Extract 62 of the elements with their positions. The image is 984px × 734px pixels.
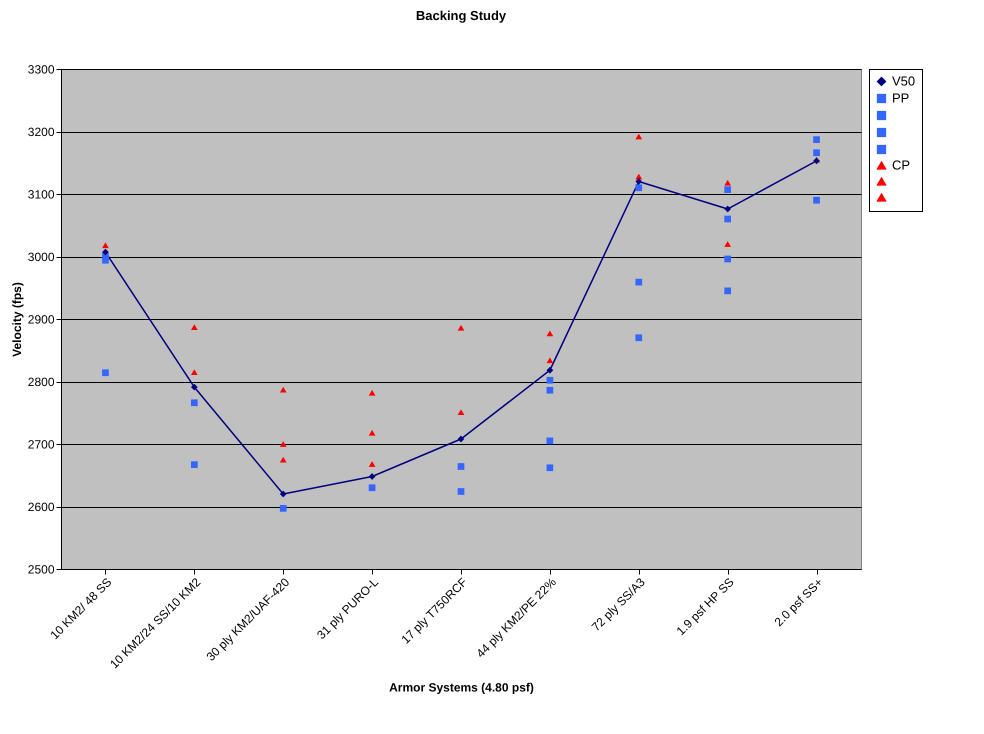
point bbox=[280, 441, 287, 447]
point bbox=[635, 134, 642, 140]
point bbox=[280, 456, 287, 463]
point bbox=[724, 180, 732, 186]
legend-label: PP bbox=[892, 90, 910, 106]
point bbox=[813, 149, 820, 156]
point bbox=[190, 324, 198, 330]
y-axis-title: Velocity (fps) bbox=[10, 282, 24, 357]
point bbox=[813, 196, 820, 204]
point bbox=[280, 490, 287, 498]
point bbox=[102, 242, 109, 248]
point bbox=[635, 184, 642, 192]
point bbox=[190, 399, 198, 406]
legend-label: CP bbox=[892, 158, 910, 172]
point bbox=[546, 386, 554, 394]
point bbox=[546, 464, 554, 472]
point bbox=[635, 334, 642, 342]
x-axis-title: Armor Systems (4.80 psf) bbox=[389, 680, 534, 695]
y-tick-label: 3100 bbox=[28, 188, 55, 202]
point bbox=[458, 463, 464, 470]
point bbox=[458, 488, 464, 495]
point bbox=[458, 409, 464, 416]
point bbox=[368, 461, 376, 467]
point bbox=[368, 484, 376, 492]
point bbox=[724, 288, 732, 294]
y-tick-label: 2500 bbox=[28, 562, 55, 576]
y-tick-label: 3200 bbox=[28, 125, 55, 139]
point bbox=[102, 248, 109, 256]
point bbox=[724, 186, 732, 193]
y-tick-label: 2900 bbox=[28, 312, 55, 326]
y-tick-label: 2800 bbox=[28, 375, 55, 389]
point bbox=[546, 366, 554, 374]
point bbox=[280, 386, 287, 393]
point bbox=[724, 206, 732, 212]
point bbox=[368, 473, 376, 480]
x-tick-label: 1.9 psf HP SS bbox=[674, 575, 737, 638]
point bbox=[368, 390, 376, 396]
point bbox=[635, 178, 642, 185]
y-tick-label: 3000 bbox=[28, 250, 55, 264]
point bbox=[724, 256, 732, 262]
point bbox=[813, 136, 820, 143]
point bbox=[724, 216, 732, 222]
point bbox=[102, 369, 109, 376]
point bbox=[546, 376, 554, 384]
y-tick-label: 3300 bbox=[28, 62, 55, 76]
point bbox=[190, 369, 198, 376]
point bbox=[724, 241, 732, 247]
point bbox=[635, 278, 642, 286]
point bbox=[458, 324, 464, 331]
point bbox=[546, 330, 554, 336]
y-tick-label: 2700 bbox=[28, 438, 55, 452]
chart-title: Backing Study bbox=[416, 8, 507, 23]
point bbox=[190, 461, 198, 468]
point bbox=[458, 436, 464, 442]
point bbox=[368, 430, 376, 436]
point bbox=[280, 505, 287, 512]
point bbox=[546, 357, 554, 364]
y-tick-label: 2600 bbox=[28, 500, 55, 514]
point bbox=[546, 438, 554, 444]
x-tick-label: 2.0 psf SS+ bbox=[772, 575, 826, 630]
point bbox=[190, 384, 198, 390]
legend-label: V50 bbox=[892, 74, 916, 88]
